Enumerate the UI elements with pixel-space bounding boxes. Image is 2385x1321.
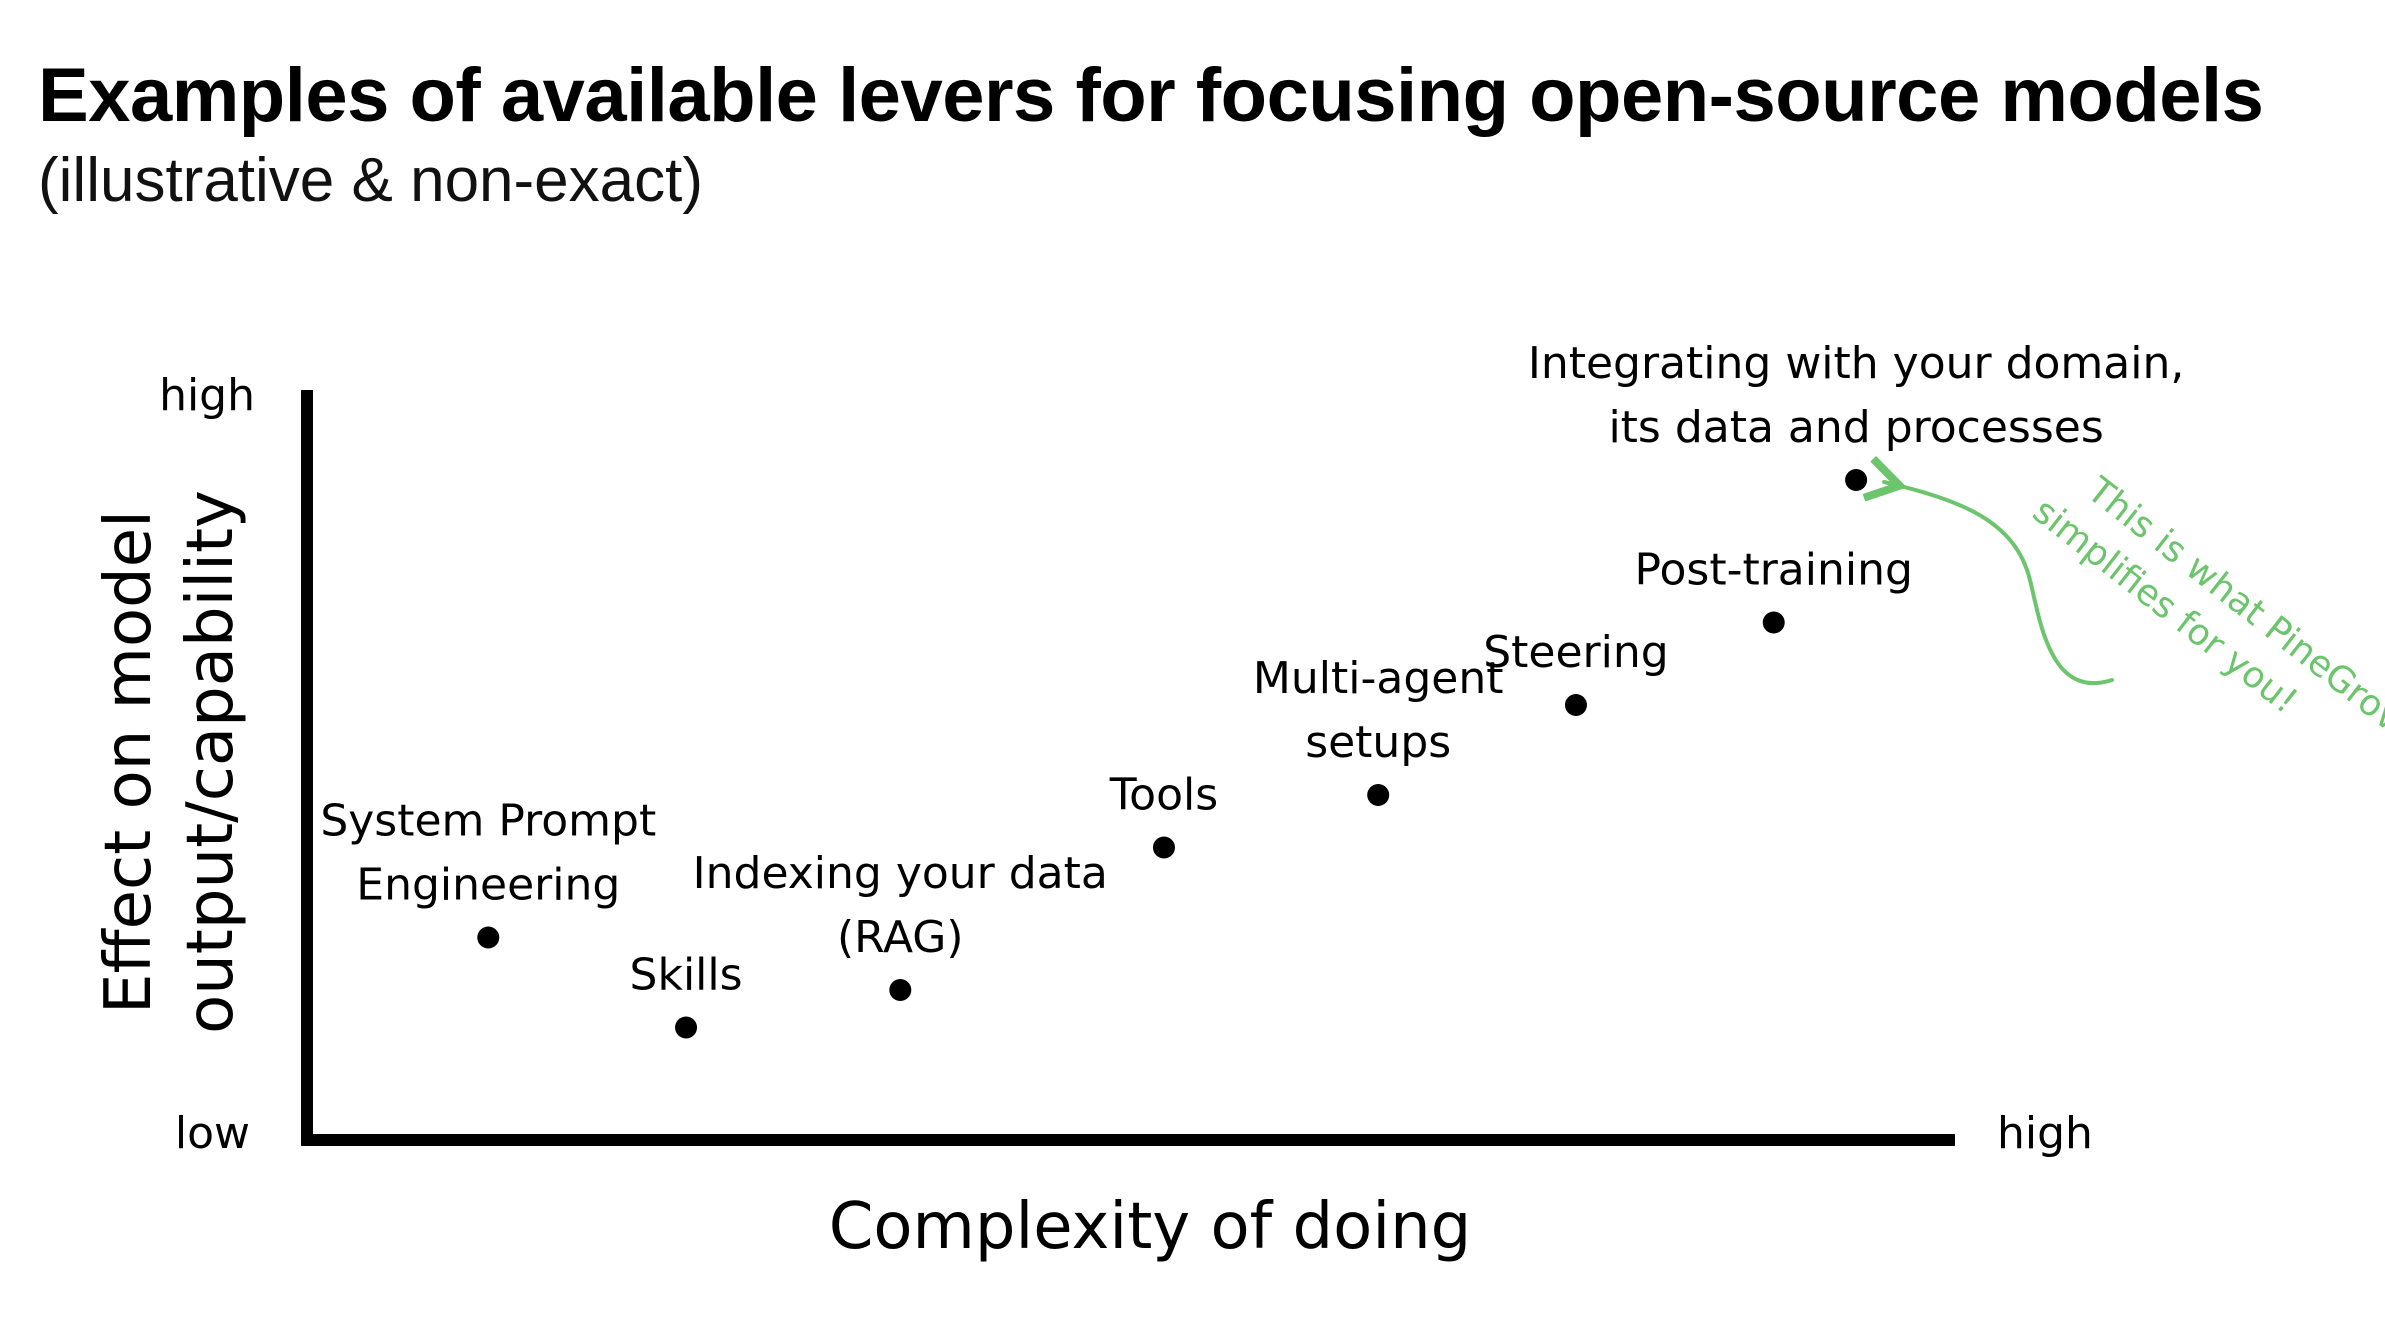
page-subtitle: (illustrative & non-exact) [38,146,704,215]
point-label: Indexing your data (RAG) [693,848,1108,963]
chart-annotation: This is what PineGrovesimplifies for you… [1862,451,2385,793]
axis-line [301,390,1955,1146]
point-label: Skills [630,950,743,1001]
data-point [477,926,500,949]
y-tick-high: high [159,370,255,421]
point-label: Tools [1109,770,1218,821]
data-point [1564,694,1587,716]
data-point [1762,611,1785,634]
y-axis-label-line: Effect on model [92,510,166,1014]
y-axis-label-line: output/capability [174,490,248,1034]
data-point [1845,469,1868,491]
data-point [889,979,912,1001]
point-label: Steering [1483,627,1668,678]
point-label: System Prompt Engineering [320,796,656,911]
annotation-arrow [1862,456,2114,685]
y-tick-low: low [175,1108,250,1159]
data-point [1152,836,1175,859]
annotation-text: This is what PineGrovesimplifies for you… [2025,451,2385,793]
data-point [1367,784,1390,806]
page-title: Examples of available levers for focusin… [38,53,2264,138]
x-tick-high: high [1997,1108,2093,1159]
x-axis-label: Complexity of doing [829,1190,1472,1264]
chart-axes: high low high Complexity of doing Effect on … [92,370,2093,1264]
point-label: Post-training [1635,545,1913,596]
point-label: Integrating with your domain, its data an… [1528,338,2184,453]
point-label: Multi-agent setups [1253,653,1504,768]
data-point [675,1016,698,1039]
y-axis-label: Effect on model output/capability [92,490,248,1034]
